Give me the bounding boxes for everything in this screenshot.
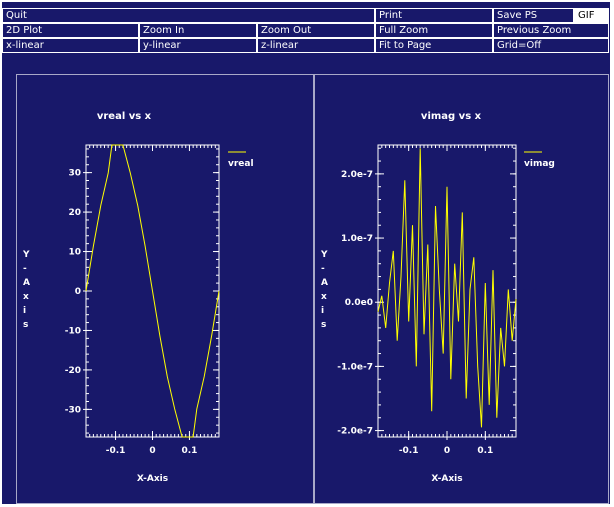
vreal-chart: vreal vs x 30 20 10 0 -10 -20 -30 -0.1 0 0.1 X-Axis…	[22, 111, 254, 484]
series-line-vreal	[85, 144, 220, 438]
y-linear-button[interactable]: y-linear	[139, 38, 257, 53]
z-linear-button[interactable]: z-linear	[257, 38, 375, 53]
y-tick-label: 0.0e0	[345, 298, 373, 308]
y-tick-label: 10	[68, 248, 81, 258]
quit-button[interactable]: Quit	[2, 8, 375, 23]
y-axis-label-letter: s	[23, 320, 28, 330]
x-linear-button[interactable]: x-linear	[2, 38, 139, 53]
plot-panel-vreal[interactable]: vreal vs x 30 20 10 0 -10 -20 -30 -0.1 0 0.1 X-Axis…	[16, 74, 314, 504]
y-axis-label-letter: -	[23, 264, 27, 274]
series-line-vimag	[377, 148, 517, 428]
chart-title: vreal vs x	[97, 111, 152, 122]
previous-zoom-button[interactable]: Previous Zoom	[493, 23, 609, 38]
x-tick-label: -0.1	[399, 446, 419, 456]
x-tick-label: -0.1	[106, 446, 126, 456]
x-axis-label: X-Axis	[137, 474, 168, 484]
y-tick-label: -10	[65, 326, 81, 336]
zoom-out-button[interactable]: Zoom Out	[257, 23, 375, 38]
y-axis-label-letter: A	[23, 278, 30, 288]
legend-label: vreal	[228, 159, 254, 169]
zoom-in-button[interactable]: Zoom In	[139, 23, 257, 38]
y-tick-label: 30	[68, 169, 81, 179]
y-tick-label: -30	[65, 405, 81, 415]
y-axis-label-letter: Y	[320, 250, 328, 260]
y-axis-label-letter: -	[321, 264, 325, 274]
legend-label: vimag	[524, 159, 555, 169]
x-tick-label: 0.1	[477, 446, 493, 456]
y-axis-label-letter: x	[321, 292, 327, 302]
y-tick-label: 1.0e-7	[341, 234, 373, 244]
y-axis-label-letter: A	[321, 278, 328, 288]
x-axis-label: X-Axis	[431, 474, 462, 484]
plot-area: vreal vs x 30 20 10 0 -10 -20 -30 -0.1 0 0.1 X-Axis…	[2, 72, 610, 504]
y-tick-label: 2.0e-7	[341, 170, 373, 180]
x-tick-label: 0	[149, 446, 155, 456]
x-tick-label: 0	[444, 446, 450, 456]
y-axis-label-letter: Y	[22, 250, 30, 260]
2d-plot-button[interactable]: 2D Plot	[2, 23, 139, 38]
y-tick-label: -20	[65, 366, 81, 376]
y-tick-label: 20	[68, 208, 81, 218]
vimag-chart: vimag vs x 2.0e-7 1.0e-7 0.0e0 -1.0e-7 -2.0e-…	[320, 111, 555, 484]
print-button[interactable]: Print	[375, 8, 493, 23]
y-axis-label-letter: s	[321, 320, 326, 330]
x-tick-label: 0.1	[181, 446, 197, 456]
plot-panel-vimag[interactable]: vimag vs x 2.0e-7 1.0e-7 0.0e0 -1.0e-7 -2.0e-…	[314, 74, 609, 504]
save-ps-button[interactable]: Save PS	[493, 8, 574, 23]
y-tick-label: -1.0e-7	[337, 362, 373, 372]
y-tick-label: 0	[75, 287, 81, 297]
grid-toggle-button[interactable]: Grid=Off	[493, 38, 609, 53]
gif-button[interactable]: GIF	[574, 8, 609, 23]
y-tick-label: -2.0e-7	[337, 427, 373, 437]
fit-to-page-button[interactable]: Fit to Page	[375, 38, 493, 53]
y-axis-label-letter: i	[23, 306, 26, 316]
full-zoom-button[interactable]: Full Zoom	[375, 23, 493, 38]
y-axis-label-letter: i	[321, 306, 324, 316]
y-axis-label-letter: x	[23, 292, 29, 302]
chart-title: vimag vs x	[421, 111, 482, 122]
toolbar: Quit Print Save PS GIF 2D Plot Zoom In Z…	[2, 8, 609, 68]
